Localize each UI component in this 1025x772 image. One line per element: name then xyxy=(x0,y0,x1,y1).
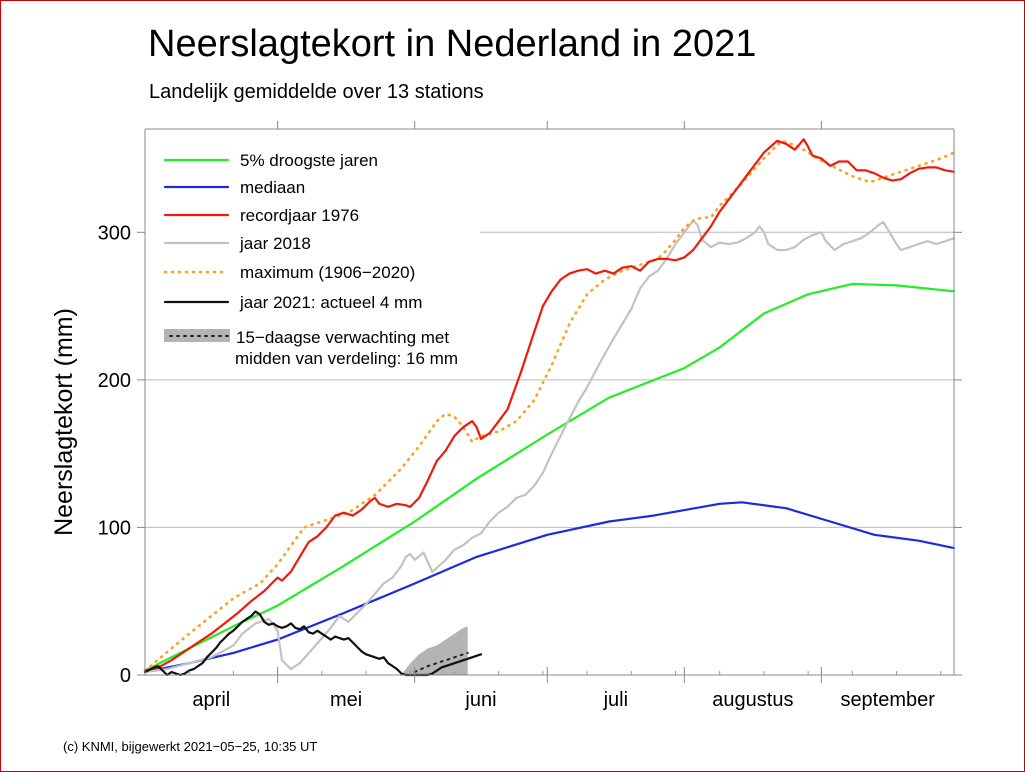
y-tick-label-200: 200 xyxy=(98,370,131,392)
chart-title: Neerslagtekort in Nederland in 2021 xyxy=(148,23,757,65)
x-tick-label-augustus: augustus xyxy=(712,689,793,711)
series-maximum-line xyxy=(143,139,956,672)
legend-label-y2018: jaar 2018 xyxy=(239,234,311,253)
gridlines xyxy=(145,231,954,528)
series-y2018-line xyxy=(143,219,956,674)
legend-swatch-forecast xyxy=(164,329,230,342)
legend-label-record: recordjaar 1976 xyxy=(240,206,359,225)
plot-axes: 0 100 200 300 april mei juni juli augustus septem… xyxy=(50,121,962,711)
legend-label-median: mediaan xyxy=(240,178,305,197)
x-tick-label-april: april xyxy=(192,689,230,711)
series-median-line xyxy=(143,501,956,674)
legend-label-y2021: jaar 2021: actueel 4 mm xyxy=(239,293,422,312)
legend-label-maximum: maximum (1906−2020) xyxy=(240,263,415,282)
x-tick-label-juni: juni xyxy=(464,689,496,711)
x-tick-label-mei: mei xyxy=(330,689,362,711)
forecast-median-line xyxy=(413,651,469,673)
series-lines xyxy=(143,138,956,677)
x-tick-label-juli: juli xyxy=(603,689,628,711)
series-record-line xyxy=(143,138,956,672)
legend-label-dry5: 5% droogste jaren xyxy=(240,151,378,170)
chart-subtitle: Landelijk gemiddelde over 13 stations xyxy=(149,81,484,103)
y-tick-label-0: 0 xyxy=(120,665,131,687)
y-tick-label-300: 300 xyxy=(98,222,131,244)
y-axis-title: Neerslagtekort (mm) xyxy=(50,308,78,536)
copyright-footer: (c) KNMI, bijgewerkt 2021−05−25, 10:35 U… xyxy=(63,739,318,754)
series-dry5-line xyxy=(143,282,956,672)
y-tick-label-100: 100 xyxy=(98,517,131,539)
forecast-band xyxy=(401,626,468,675)
legend-label-forecast: 15−daagse verwachting met midden van verd… xyxy=(235,328,458,368)
series-y2021-line xyxy=(143,610,399,677)
legend: 5% droogste jaren mediaan recordjaar 1976 j… xyxy=(163,151,458,368)
x-tick-label-september: september xyxy=(840,689,935,711)
